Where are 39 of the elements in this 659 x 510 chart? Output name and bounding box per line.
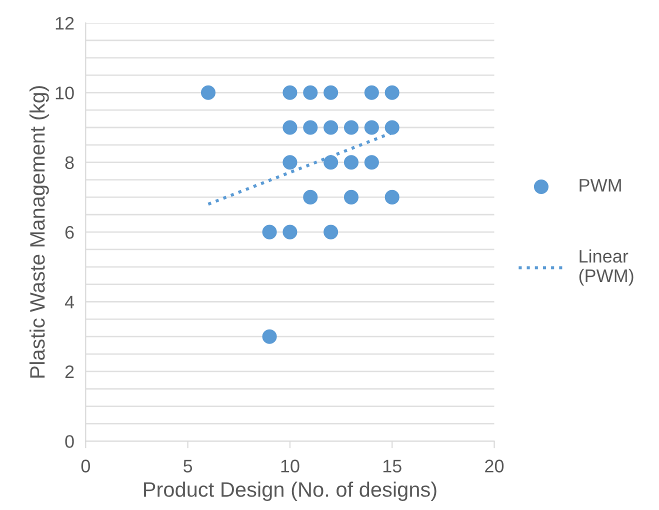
point xyxy=(364,120,379,135)
point xyxy=(364,85,379,100)
legend-label: Linear (PWM) xyxy=(579,249,634,286)
point xyxy=(344,120,359,135)
legend-label: PWM xyxy=(580,179,621,192)
y-tick-label: 8 xyxy=(65,156,74,170)
point xyxy=(262,329,277,344)
x-tick-label: 20 xyxy=(485,460,504,472)
y-tick-label: 12 xyxy=(56,16,74,30)
point xyxy=(200,85,216,100)
point xyxy=(262,224,277,240)
point xyxy=(303,190,318,204)
y-tick-label: 2 xyxy=(65,365,74,378)
x-tick-label: 0 xyxy=(81,460,90,472)
point xyxy=(282,224,298,240)
point xyxy=(344,155,359,170)
y-tick-label: 6 xyxy=(65,226,74,239)
point xyxy=(282,120,298,135)
y-axis-title: Plastic Waste Management (kg) xyxy=(30,86,49,378)
point xyxy=(303,85,318,100)
y-tick-label: 10 xyxy=(56,86,74,100)
point xyxy=(364,155,379,170)
point xyxy=(344,190,359,204)
y-tick-label: 4 xyxy=(64,296,74,308)
point xyxy=(324,85,338,100)
point xyxy=(384,85,400,100)
point xyxy=(282,85,298,100)
y-tick-label: 0 xyxy=(65,435,74,448)
x-tick-label: 15 xyxy=(383,460,402,472)
x-tick-label: 5 xyxy=(184,460,192,472)
point xyxy=(303,120,318,135)
point xyxy=(384,120,400,135)
x-tick-label: 10 xyxy=(281,460,300,472)
point xyxy=(384,190,400,204)
x-axis-title: Product Design (No. of designs) xyxy=(144,482,436,502)
point xyxy=(324,120,338,135)
point xyxy=(324,224,338,240)
point xyxy=(324,155,338,170)
point xyxy=(282,155,298,170)
